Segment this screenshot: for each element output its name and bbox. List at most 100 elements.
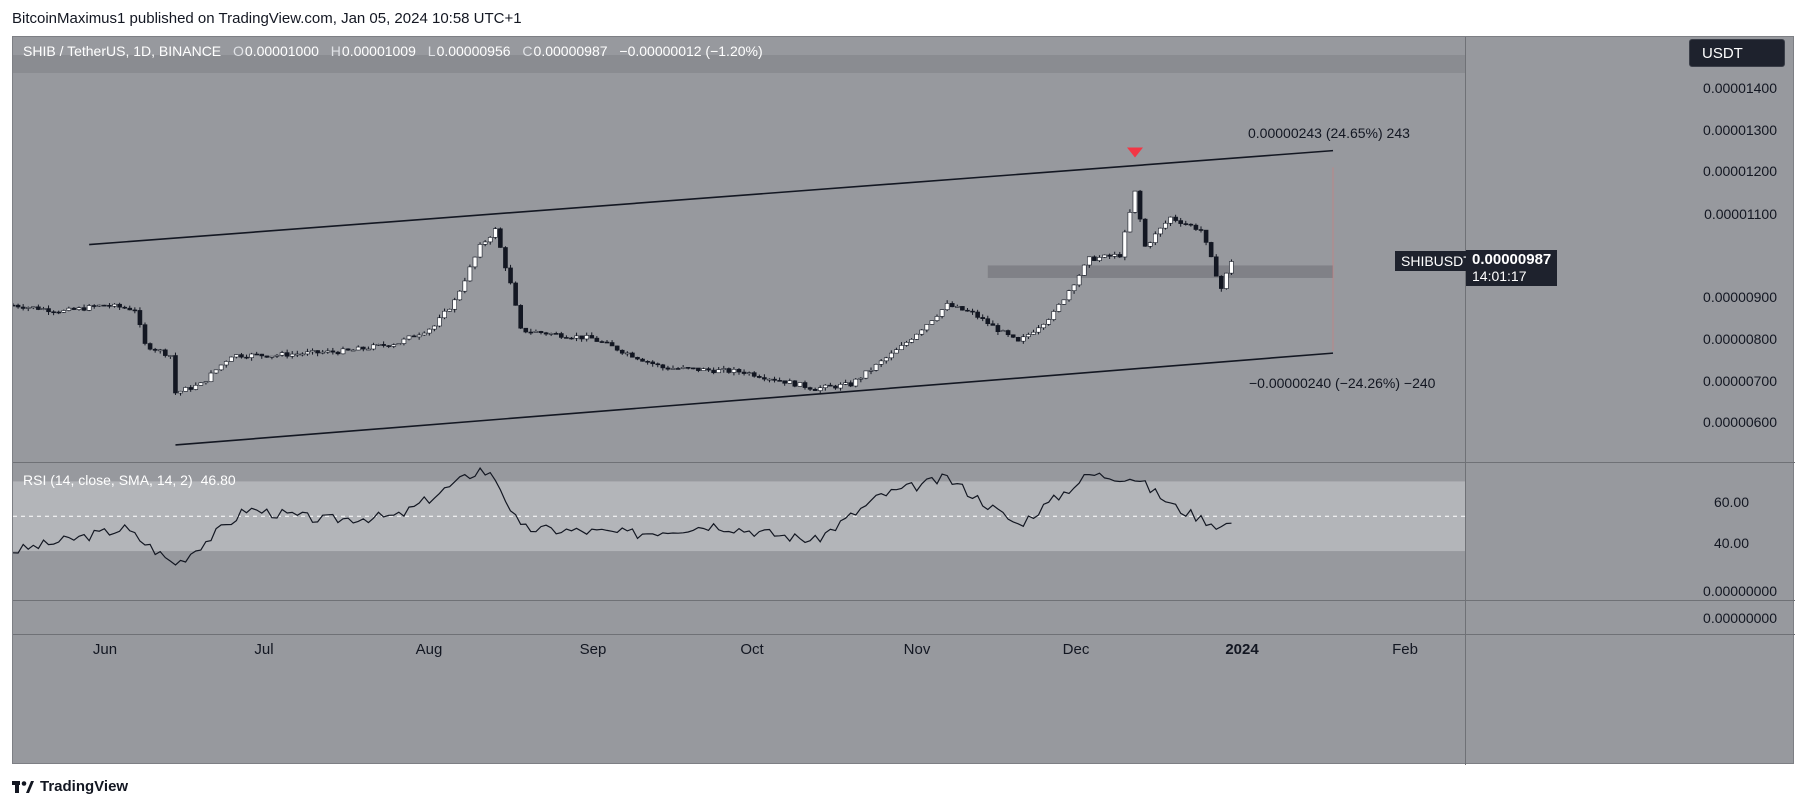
candle-body bbox=[538, 331, 544, 334]
candle-body bbox=[305, 351, 310, 355]
candle-body bbox=[1061, 299, 1067, 305]
candle-body bbox=[416, 334, 422, 338]
candle-body bbox=[295, 353, 300, 356]
candle-body bbox=[619, 349, 625, 354]
price-tick-1100: 0.00001100 bbox=[1704, 206, 1777, 222]
current-price-tag: 0.00000987 14:01:17 bbox=[1466, 250, 1558, 286]
candle-body bbox=[1071, 284, 1077, 292]
candle-body bbox=[437, 317, 442, 327]
rsi-value: 46.80 bbox=[200, 472, 236, 488]
symbol-tag: SHIBUSDT bbox=[1395, 251, 1478, 271]
candle-body bbox=[1147, 242, 1153, 247]
candle-body bbox=[401, 338, 407, 344]
candle-body bbox=[442, 310, 447, 319]
candle-body bbox=[782, 380, 787, 384]
candle-body bbox=[274, 354, 280, 357]
candle-body bbox=[406, 335, 412, 340]
candle-body bbox=[863, 370, 869, 379]
channel-upper-line[interactable] bbox=[89, 149, 1334, 246]
legend-symbol[interactable]: SHIB / TetherUS, 1D, BINANCE bbox=[23, 43, 222, 59]
candle-body bbox=[1107, 254, 1112, 257]
candle-body bbox=[919, 329, 925, 335]
candle-body bbox=[71, 307, 77, 310]
price-tick-600: 0.00000600 bbox=[1703, 414, 1777, 430]
candle-body bbox=[36, 306, 41, 310]
candle-body bbox=[949, 303, 955, 308]
candle-body bbox=[741, 371, 747, 374]
rsi-pane-divider[interactable] bbox=[13, 462, 1795, 463]
candle-body bbox=[985, 318, 991, 325]
rsi-label[interactable]: RSI (14, close, SMA, 14, 2) bbox=[23, 472, 193, 488]
candle-body bbox=[904, 342, 909, 346]
candle-body bbox=[432, 325, 437, 330]
candle-body bbox=[284, 352, 290, 357]
candle-body bbox=[1132, 190, 1138, 213]
candle-body bbox=[1193, 224, 1199, 230]
candle-body bbox=[127, 307, 133, 311]
candle-body bbox=[848, 382, 853, 387]
candle-body bbox=[1112, 254, 1117, 257]
candle-body bbox=[792, 380, 798, 387]
candle-body bbox=[208, 372, 214, 382]
footer-brand: TradingView bbox=[40, 778, 129, 795]
chart-area[interactable]: SHIB / TetherUS, 1D, BINANCE O0.00001000… bbox=[12, 36, 1795, 765]
channel-lower-line[interactable] bbox=[175, 352, 1334, 446]
candle-body bbox=[361, 346, 366, 350]
horizontal-zone[interactable] bbox=[987, 265, 1333, 278]
candle-body bbox=[711, 369, 716, 374]
rsi-legend[interactable]: RSI (14, close, SMA, 14, 2) 46.80 bbox=[23, 472, 236, 488]
candle-body bbox=[20, 306, 26, 309]
candle-body bbox=[833, 385, 838, 389]
candle-body bbox=[452, 299, 457, 310]
candle-body bbox=[31, 306, 36, 309]
rsi-tick-40: 40.00 bbox=[1713, 535, 1749, 551]
candle-body bbox=[726, 368, 732, 373]
candle-body bbox=[762, 377, 767, 380]
candle-body bbox=[300, 353, 305, 356]
candle-body bbox=[46, 308, 51, 313]
tradingview-footer[interactable]: TradingView bbox=[12, 778, 128, 795]
time-label-jul: Jul bbox=[254, 641, 274, 658]
candle-body bbox=[1229, 261, 1234, 274]
candle-body bbox=[203, 381, 209, 384]
candle-body bbox=[868, 370, 874, 372]
candle-body bbox=[1015, 337, 1021, 342]
candle-body bbox=[706, 368, 711, 371]
candle-body bbox=[13, 304, 16, 307]
symbol-legend[interactable]: SHIB / TetherUS, 1D, BINANCE O0.00001000… bbox=[23, 43, 763, 59]
candle-body bbox=[772, 378, 777, 381]
chart-canvas[interactable] bbox=[13, 37, 1795, 765]
price-tick-1400: 0.00001400 bbox=[1703, 80, 1777, 96]
candle-body bbox=[696, 367, 701, 371]
currency-button[interactable]: USDT bbox=[1689, 39, 1785, 67]
time-label-feb: Feb bbox=[1392, 641, 1418, 658]
candle-body bbox=[1153, 233, 1158, 243]
candle-body bbox=[812, 389, 818, 391]
candle-body bbox=[498, 228, 503, 248]
candle-body bbox=[462, 280, 468, 292]
rsi-line[interactable] bbox=[13, 467, 1232, 566]
candle-body bbox=[421, 332, 427, 336]
candle-body bbox=[564, 337, 569, 339]
candle-body bbox=[320, 351, 325, 354]
candle-body bbox=[1142, 218, 1148, 247]
candle-body bbox=[234, 354, 239, 358]
swing-high-marker[interactable] bbox=[1127, 147, 1143, 158]
candle-body bbox=[1026, 334, 1031, 338]
price-tick-800: 0.00000800 bbox=[1703, 331, 1777, 347]
candle-body bbox=[1076, 275, 1082, 286]
candle-body bbox=[736, 369, 742, 373]
candle-body bbox=[25, 307, 31, 309]
upper-measure-label[interactable]: 0.00000243 (24.65%) 243 bbox=[1248, 125, 1410, 141]
candle-body bbox=[1219, 275, 1224, 289]
candle-body bbox=[929, 320, 935, 325]
candle-body bbox=[315, 350, 320, 354]
lower-measure-label[interactable]: −0.00000240 (−24.26%) −240 bbox=[1249, 375, 1436, 391]
candle-body bbox=[975, 311, 980, 318]
candle-body bbox=[183, 387, 188, 392]
extra-pane-divider[interactable] bbox=[13, 600, 1795, 601]
candle-body bbox=[823, 384, 828, 388]
candle-body bbox=[142, 324, 148, 344]
candle-body bbox=[767, 378, 772, 381]
candle-body bbox=[427, 328, 432, 334]
